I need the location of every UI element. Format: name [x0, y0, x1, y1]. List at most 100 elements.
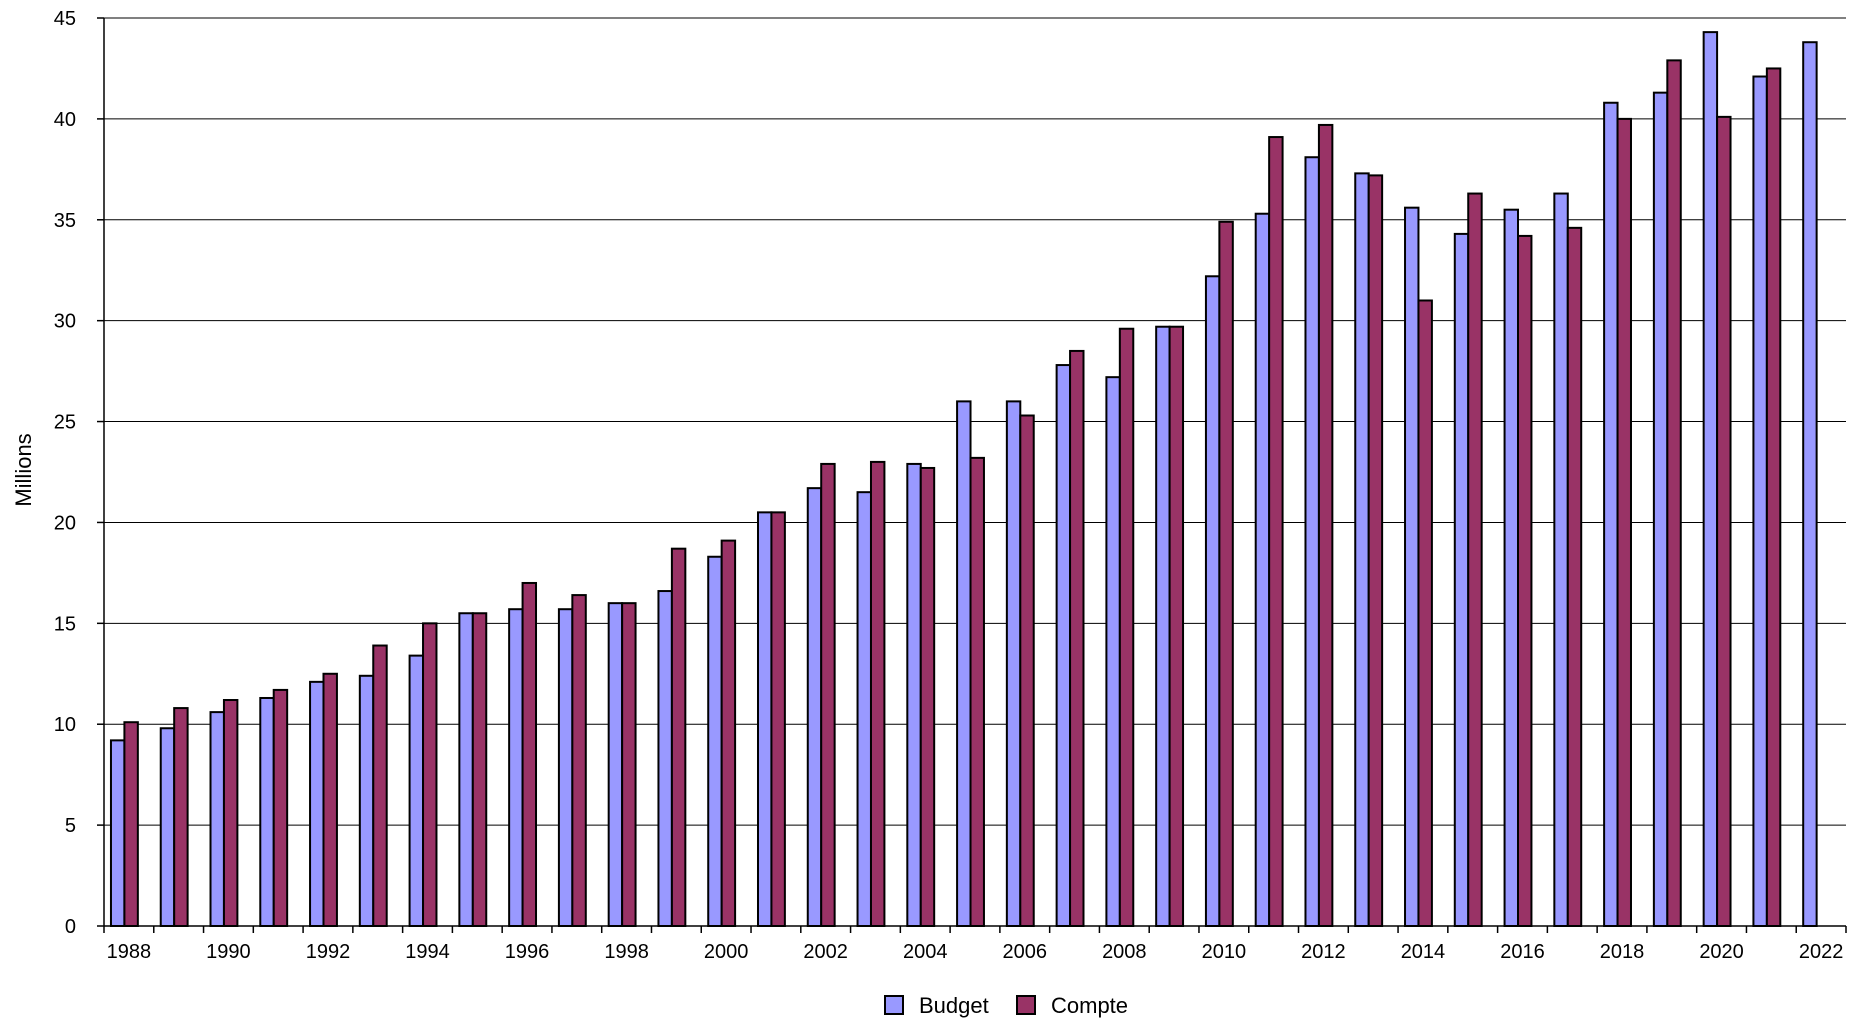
x-tick-label-2004: 2004	[903, 941, 948, 963]
bar-compte-2005	[969, 456, 985, 927]
bar-budget-2006	[1005, 400, 1022, 927]
x-tick-label-1996: 1996	[505, 941, 550, 963]
bar-budget-1997	[557, 608, 574, 927]
bar-budget-2004	[906, 462, 922, 927]
bar-compte-2021	[1765, 67, 1782, 927]
bar-budget-2010	[1204, 275, 1221, 927]
y-tick-label-45: 45	[54, 8, 76, 30]
bar-compte-2003	[869, 460, 886, 927]
bar-budget-2008	[1105, 376, 1121, 928]
grid-lines	[104, 17, 1846, 826]
x-tick-label-2000: 2000	[704, 941, 749, 963]
bar-budget-1992	[309, 680, 325, 927]
bar-compte-2010	[1218, 220, 1234, 928]
bar-budget-2020	[1702, 31, 1719, 927]
bar-compte-2014	[1417, 299, 1433, 927]
bars	[109, 31, 1818, 928]
bar-compte-2001	[770, 511, 786, 927]
bar-budget-2000	[707, 555, 723, 927]
x-tick-label-1998: 1998	[604, 941, 649, 963]
x-tick-label-1988: 1988	[107, 941, 152, 963]
bar-compte-2019	[1666, 59, 1682, 927]
x-tick-label-2012: 2012	[1301, 941, 1346, 963]
axes: 0 5 10 15 20 25 30 35 40 45 1988 1990 1992 1994 1996 19…	[54, 8, 1847, 963]
x-tick-label-2016: 2016	[1500, 941, 1545, 963]
x-tick-label-1994: 1994	[405, 941, 450, 963]
bar-compte-1994	[422, 622, 438, 927]
bar-compte-2002	[820, 462, 836, 927]
bar-budget-2011	[1254, 212, 1271, 928]
bar-compte-2009	[1168, 325, 1185, 928]
bar-compte-2018	[1616, 117, 1632, 927]
bar-compte-1988	[123, 721, 139, 928]
bar-compte-2015	[1467, 192, 1483, 927]
x-tick-label-2020: 2020	[1699, 941, 1744, 963]
bar-budget-2018	[1603, 101, 1619, 928]
bar-budget-2005	[956, 400, 972, 927]
bar-compte-2000	[720, 539, 737, 927]
bar-budget-1990	[209, 711, 225, 927]
bar-compte-1997	[571, 594, 587, 928]
bar-budget-2022	[1802, 41, 1818, 928]
bar-budget-1993	[358, 674, 375, 927]
bar-compte-2007	[1069, 349, 1085, 927]
y-tick-label-35: 35	[54, 210, 76, 232]
bar-budget-1991	[259, 696, 275, 927]
bar-compte-1989	[173, 707, 189, 928]
x-tick-label-2002: 2002	[803, 941, 848, 963]
bar-budget-2012	[1304, 156, 1320, 927]
x-tick-label-2008: 2008	[1102, 941, 1147, 963]
bar-compte-2006	[1019, 414, 1035, 927]
bar-budget-2015	[1453, 232, 1470, 927]
legend-swatch-budget	[884, 995, 904, 1015]
bar-budget-2019	[1652, 91, 1669, 927]
bar-budget-2013	[1354, 172, 1370, 927]
bar-compte-2004	[919, 466, 936, 927]
bar-budget-1988	[109, 739, 126, 927]
bar-budget-2021	[1752, 75, 1768, 927]
bar-budget-1989	[159, 727, 176, 927]
bar-compte-2008	[1118, 327, 1135, 927]
bar-budget-2007	[1055, 364, 1072, 927]
y-tick-label-15: 15	[54, 613, 76, 635]
bar-compte-1990	[222, 699, 239, 928]
x-tick-label-1990: 1990	[206, 941, 251, 963]
y-tick-label-10: 10	[54, 714, 76, 736]
x-tick-label-2006: 2006	[1003, 941, 1048, 963]
bar-compte-1996	[521, 581, 538, 927]
bar-compte-1992	[322, 672, 338, 927]
bar-compte-1999	[670, 547, 687, 927]
x-tick-label-2022: 2022	[1799, 941, 1844, 963]
bar-budget-2016	[1503, 208, 1520, 927]
bar-budget-1994	[408, 654, 425, 928]
bar-compte-2017	[1566, 226, 1583, 928]
bar-budget-1998	[607, 602, 624, 928]
bar-compte-2011	[1268, 136, 1284, 927]
y-tick-label-20: 20	[54, 512, 76, 534]
bar-budget-1999	[657, 590, 673, 927]
x-tick-label-2014: 2014	[1401, 941, 1446, 963]
bar-budget-1996	[508, 608, 524, 927]
bar-budget-2014	[1404, 206, 1420, 928]
y-tick-label-25: 25	[54, 412, 76, 434]
bar-budget-1995	[458, 612, 474, 927]
bar-budget-2003	[856, 491, 872, 927]
bar-budget-2017	[1553, 192, 1569, 927]
y-tick-label-30: 30	[54, 311, 76, 333]
bar-budget-2002	[806, 487, 823, 927]
bar-compte-2016	[1517, 234, 1533, 928]
legend-swatch-compte	[1016, 995, 1036, 1015]
y-tick-label-40: 40	[54, 109, 76, 131]
x-tick-label-1992: 1992	[306, 941, 351, 963]
bar-compte-1993	[372, 644, 388, 927]
y-tick-label-5: 5	[65, 815, 76, 837]
y-axis-label: Millions	[11, 433, 36, 506]
bar-compte-1991	[272, 688, 289, 927]
y-tick-label-0: 0	[65, 916, 76, 938]
bar-compte-1998	[621, 602, 637, 928]
x-tick-label-2010: 2010	[1202, 941, 1247, 963]
bar-compte-2013	[1367, 174, 1384, 928]
bar-compte-2020	[1716, 115, 1732, 928]
